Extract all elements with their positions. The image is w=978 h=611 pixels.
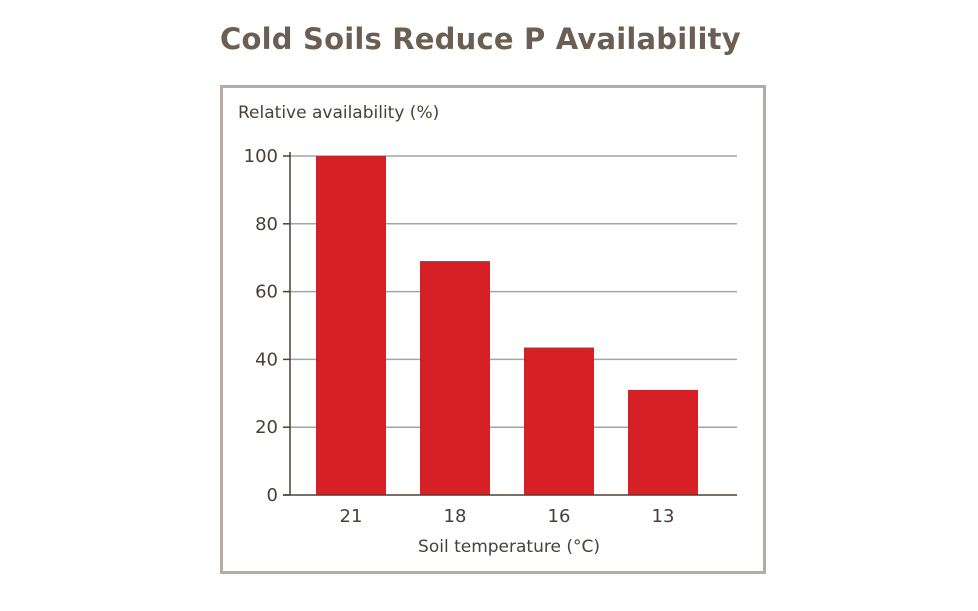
y-axis-label: Relative availability (%): [238, 103, 440, 123]
x-tick-label: 21: [340, 506, 363, 527]
y-tick-label: 60: [255, 282, 278, 303]
x-axis-label: Soil temperature (°C): [418, 537, 600, 557]
y-tick-label: 100: [244, 146, 278, 167]
y-tick-label: 0: [267, 485, 278, 506]
y-tick-label: 80: [255, 214, 278, 235]
bar: [316, 156, 386, 495]
x-axis-label-row: Soil temperature (°C): [0, 537, 978, 557]
chart-title: Cold Soils Reduce P Availability: [220, 22, 741, 56]
x-tick-label: 18: [444, 506, 467, 527]
y-tick-labels: 0 20 40 60 80 100: [244, 146, 278, 506]
axes: [283, 152, 737, 496]
x-tick-labels: 21 18 16 13: [340, 506, 675, 527]
bar: [420, 261, 490, 495]
y-tick-label: 20: [255, 417, 278, 438]
bar: [524, 347, 594, 495]
bars: [316, 156, 698, 495]
x-tick-label: 13: [652, 506, 675, 527]
y-tick-label: 40: [255, 349, 278, 370]
x-tick-label: 16: [548, 506, 571, 527]
bar: [628, 389, 698, 495]
